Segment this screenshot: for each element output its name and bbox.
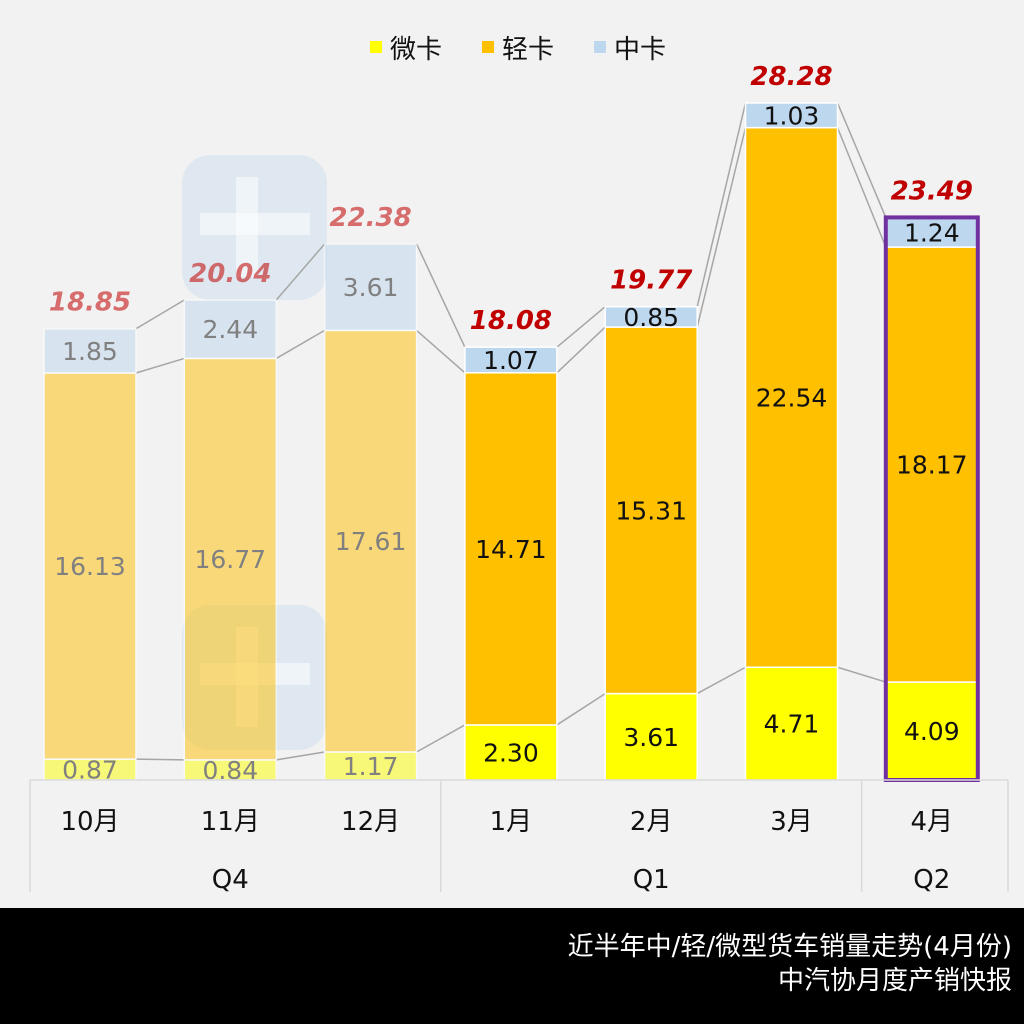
x-tick-label: 1月 bbox=[490, 807, 533, 837]
x-tick-label: 2月 bbox=[630, 807, 673, 837]
bar-value-label: 4.71 bbox=[764, 710, 820, 739]
connector-line bbox=[836, 102, 887, 218]
bar-segment-0 bbox=[604, 692, 698, 781]
x-tick-label: 3月 bbox=[770, 807, 813, 837]
bar-value-label: 2.30 bbox=[483, 738, 539, 767]
connector-line bbox=[696, 102, 747, 307]
connector-line bbox=[556, 306, 606, 348]
bar-segment-0 bbox=[464, 724, 558, 781]
legend-label: 轻卡 bbox=[502, 35, 554, 65]
total-label: 20.04 bbox=[189, 259, 271, 289]
group-label: Q2 bbox=[913, 865, 950, 895]
bar-segment-2 bbox=[604, 305, 698, 328]
total-label: 18.85 bbox=[49, 288, 131, 318]
bar-value-label: 15.31 bbox=[615, 496, 687, 525]
legend-swatch bbox=[594, 41, 606, 53]
bar-segment-1 bbox=[744, 126, 839, 668]
legend-label: 中卡 bbox=[614, 35, 666, 65]
legend-swatch bbox=[482, 41, 494, 53]
connector-line bbox=[135, 357, 185, 374]
group-label: Q1 bbox=[633, 865, 670, 895]
bar-value-label: 2.44 bbox=[202, 315, 258, 344]
bar-value-label: 22.54 bbox=[756, 383, 828, 412]
bar-value-label: 1.17 bbox=[343, 752, 399, 781]
group-label: Q4 bbox=[212, 865, 249, 895]
x-tick-label: 11月 bbox=[201, 807, 260, 837]
bar-segment-2 bbox=[464, 346, 558, 374]
bar-value-label: 16.77 bbox=[195, 545, 267, 574]
bar-value-label: 0.85 bbox=[623, 303, 679, 332]
connector-line bbox=[696, 127, 747, 328]
bar-value-label: 1.85 bbox=[62, 337, 118, 366]
bar-segment-0 bbox=[885, 681, 979, 781]
bar-segment-2 bbox=[43, 327, 137, 374]
connector-line bbox=[416, 724, 466, 753]
footer-title: 近半年中/轻/微型货车销量走势(4月份) bbox=[567, 932, 1012, 962]
bar-segment-2 bbox=[744, 102, 839, 129]
total-label: 18.08 bbox=[470, 306, 552, 336]
total-label: 23.49 bbox=[891, 176, 973, 206]
connector-line bbox=[837, 666, 887, 683]
bar-segment-0 bbox=[744, 666, 839, 781]
connector-line bbox=[556, 326, 606, 374]
footer-source: 中汽协月度产销快报 bbox=[777, 966, 1012, 996]
connector-line bbox=[556, 692, 606, 726]
connector-line bbox=[275, 243, 326, 301]
footer: 近半年中/轻/微型货车销量走势(4月份) 中汽协月度产销快报 bbox=[0, 908, 1024, 1024]
connector-line bbox=[276, 751, 325, 761]
bar-segment-1 bbox=[464, 372, 558, 726]
bar-segment-2 bbox=[885, 216, 979, 248]
bar-value-label: 1.24 bbox=[904, 218, 960, 247]
bar-value-label: 16.13 bbox=[54, 552, 126, 581]
bar-value-label: 3.61 bbox=[623, 723, 679, 752]
bar-segment-1 bbox=[43, 372, 137, 760]
connector-line bbox=[696, 666, 746, 695]
bar-value-label: 18.17 bbox=[896, 451, 968, 480]
bar-value-label: 3.61 bbox=[343, 273, 399, 302]
stacked-bar-chart: 0.8716.131.8518.850.8416.772.4420.041.17… bbox=[29, 35, 1009, 895]
connector-line bbox=[836, 127, 887, 248]
connector-line bbox=[415, 243, 466, 348]
legend-swatch bbox=[370, 41, 382, 53]
bar-segment-1 bbox=[183, 357, 278, 761]
bar-value-label: 17.61 bbox=[335, 527, 407, 556]
connector-line bbox=[416, 329, 466, 374]
bar-value-label: 14.71 bbox=[475, 535, 547, 564]
x-tick-label: 10月 bbox=[60, 807, 119, 837]
bar-segment-1 bbox=[885, 246, 979, 683]
watermark-logo-cross-icon bbox=[200, 213, 310, 235]
total-label: 22.38 bbox=[329, 203, 411, 233]
legend-label: 微卡 bbox=[390, 35, 442, 65]
bar-value-label: 1.07 bbox=[483, 346, 539, 375]
connector-line bbox=[135, 299, 185, 330]
bar-value-label: 1.03 bbox=[764, 101, 820, 130]
bar-segment-2 bbox=[323, 243, 418, 332]
connector-line bbox=[135, 758, 185, 761]
x-tick-label: 4月 bbox=[911, 807, 954, 837]
total-label: 19.77 bbox=[610, 266, 693, 296]
connector-line bbox=[275, 329, 325, 360]
total-label: 28.28 bbox=[750, 62, 832, 92]
bar-value-label: 4.09 bbox=[904, 717, 960, 746]
bar-segment-1 bbox=[604, 326, 698, 695]
bar-segment-0 bbox=[323, 751, 418, 781]
bar-segment-2 bbox=[183, 299, 278, 360]
x-tick-label: 12月 bbox=[341, 807, 400, 837]
